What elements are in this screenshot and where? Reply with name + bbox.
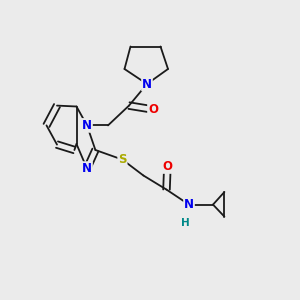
Text: H: H	[181, 218, 190, 228]
Text: N: N	[82, 162, 92, 175]
Text: O: O	[148, 103, 158, 116]
Text: N: N	[142, 77, 152, 91]
Text: S: S	[118, 153, 127, 166]
Text: N: N	[184, 198, 194, 211]
Text: N: N	[82, 119, 92, 132]
Text: O: O	[162, 160, 172, 173]
